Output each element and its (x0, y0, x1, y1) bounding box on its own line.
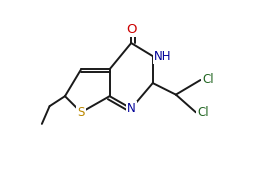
Text: Cl: Cl (202, 74, 214, 86)
Text: O: O (126, 23, 136, 36)
Text: N: N (127, 102, 136, 115)
Text: Cl: Cl (197, 106, 209, 119)
Text: NH: NH (154, 50, 172, 63)
Text: S: S (78, 106, 85, 119)
